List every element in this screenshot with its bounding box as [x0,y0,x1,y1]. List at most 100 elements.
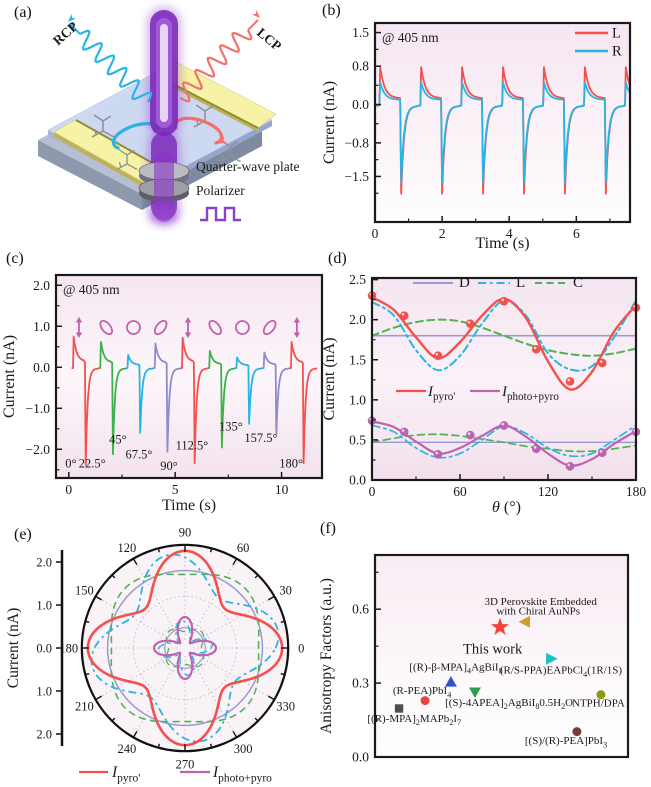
base-front-left [38,140,142,210]
e-radial-tick-label: 0.0 [36,642,52,656]
b-legend-label-R: R [612,44,622,60]
f-point-triangle-down [468,687,481,698]
b-x-axis-label: Time (s) [475,235,529,252]
e-angle-tick [132,730,138,738]
e-grid-circle [132,596,237,700]
e-legend-label: Ipyro' [111,764,140,784]
e-curve-pyro-L [90,553,280,743]
d-y-tick-label: 1.5 [349,352,366,367]
panel-c: (c) 0° 22.5° 45° 67.5° 90° 112.5° 135° 157.5° 18… [0,250,330,520]
f-point-label: [(R)-β-MPA]4AgBiI8 [409,661,502,675]
e-spoke [188,558,237,642]
panel-c-chart: 0° 22.5°45°67.5° 90° 112.5° 135°157.5°180° 0 5… [1,273,324,514]
e-angle-label: 0 [298,642,304,656]
e-spoke [188,654,237,738]
b-y-tick-label: −1.5 [345,169,370,184]
d-marker-highlight [567,378,571,382]
d-marker-highlight [401,429,405,432]
d-marker-highlight [599,450,603,453]
e-angle-tick [95,595,103,601]
c-y-axis-label: Current (nA) [1,335,18,418]
polarizer-label: Polarizer [196,183,245,198]
e-spoke [133,558,182,642]
e-angle-tick [157,548,161,553]
f-point-label-line2: with Chiral AuNPs [496,606,580,618]
e-angle-tick [254,574,259,579]
d-marker-highlight [435,353,439,356]
e-spoke [191,651,275,700]
d-marker-pyro-points [499,296,509,306]
b-series-R [375,81,631,184]
f-y-axis-label: Anisotropy Factors (a.u.) [318,578,335,734]
f-y-tick-label: 0.0 [352,750,369,765]
b-y-tick-label: −0.8 [345,135,370,150]
c-polarization-ellipseR-icon [153,319,168,336]
panel-a-label: (a) [14,4,32,21]
lcp-label: LCP [254,25,284,54]
rcp-wave-icon [68,14,153,103]
c-polarization-linear-icon [75,316,83,338]
f-point-triangle-right [546,652,558,665]
d-marker-highlight [401,312,405,316]
f-point-star [490,617,509,635]
f-point-label: NTPH/DPA [572,697,625,709]
e-curve-photo-D [164,627,206,669]
c-angle-label: 112.5° [176,438,209,452]
d-x-tick-label: 180 [626,484,647,499]
e-angle-label: 270 [176,758,195,772]
d-series-legend-label: Iphoto+pyro [501,384,559,403]
d-marker-pyro-points [399,311,409,321]
c-angle-label: 90° [160,459,178,473]
panel-b-chart: 0 2 4 6 1.5 0.8 0.0 −0.8 −1.5 Time (s) Current (nA… [321,21,632,252]
e-spoke [191,596,275,645]
c-y-tick-label: −2.0 [26,442,51,457]
e-angle-label: 210 [75,700,94,714]
f-point-label: [(R)-MPA]2MAPb2I7 [367,713,461,727]
e-angle-tick [254,717,259,722]
d-marker-highlight [533,446,537,449]
d-curve-pyro-C [371,318,637,357]
e-curve-photo [152,615,218,681]
e-spoke [133,654,182,738]
d-marker-photo-points [433,449,443,459]
d-marker-highlight [533,346,537,350]
c-angle-label: 45° [109,433,127,447]
lcp-arrowhead [252,10,260,18]
c-frame [54,273,324,480]
d-x-tick-label: 0 [369,484,376,499]
e-angle-tick [280,620,285,624]
d-marker-pyro-points [565,376,575,386]
d-curve-photo-C [371,433,637,453]
c-pulse-180° [289,340,318,465]
f-point-triangle-left [518,615,531,628]
c-x-tick-label: 0 [65,482,72,497]
f-point-label: [(S)-4APEA]2AgBiI80.5H2O [445,697,573,711]
c-pulse-67.5° [153,342,182,453]
c-pulse-90° [180,336,209,465]
d-series-legend-label: Ipyro' [427,384,455,403]
d-y-tick-label: 2.5 [349,272,366,287]
c-x-tick-label: 5 [172,482,179,497]
e-angle-tick [232,730,238,738]
panel-d-chart: 0 60 120 180 0.0 0.5 1.0 1.5 2.0 2.5 θ (°) Current … [321,272,647,516]
cw-arrowhead [217,136,228,144]
panel-e-chart: 0 30 60 90 120 150 180 210 240 270 300 330 2.0 1.0 0.0… [5,525,304,784]
d-marker-highlight [567,463,571,467]
e-angle-tick [232,558,238,566]
e-curve-photo-L [157,620,213,676]
panel-b-label: (b) [322,2,341,19]
b-y-tick-label: 0.8 [352,59,369,74]
c-angle-label: 22.5° [79,457,106,471]
c-angle-label: 67.5° [126,447,153,461]
f-y-tick-label: 0.3 [352,676,369,691]
e-angle-tick [111,574,116,579]
d-marker-highlight [599,360,603,363]
d-marker-photo-points [399,427,409,437]
e-angle-tick [209,743,213,748]
e-angle-tick [132,558,138,566]
c-angle-label: 135° [219,419,243,433]
e-radial-tick-label: 1.0 [36,599,52,613]
panel-b: (b) 0 2 4 6 1.5 0.8 0.0 −0.8 −1.5 Time (s) Current… [320,0,651,252]
c-polarization-circle-icon [235,320,250,335]
